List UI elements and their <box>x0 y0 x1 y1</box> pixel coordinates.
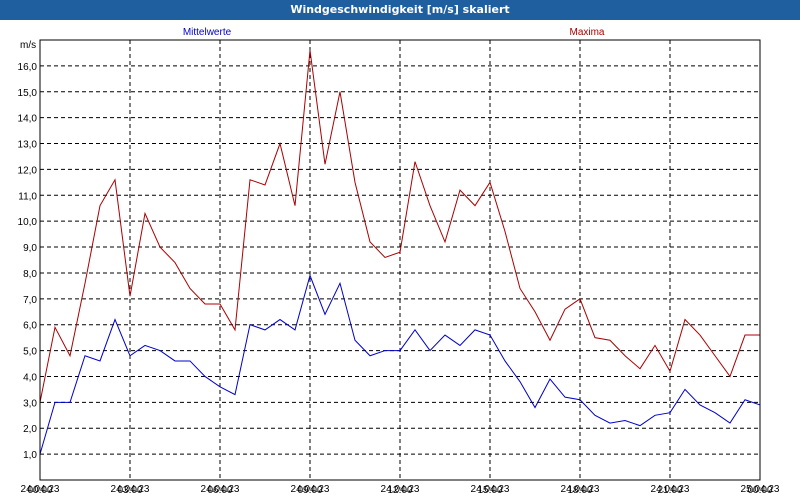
grid-layer <box>40 40 760 480</box>
x-tick-time: 03:00 <box>117 485 142 496</box>
x-tick-time: 00:00 <box>27 485 52 496</box>
y-tick-label: 15,0 <box>18 88 38 99</box>
chart-title: Windgeschwindigkeit [m/s] skaliert <box>0 0 800 20</box>
series-layer <box>39 50 761 455</box>
x-tick-date: 24.04.23 <box>471 484 510 495</box>
wind-speed-chart: Mittelwerte Maxima m/s 1,0 2,0 3,0 4,0 5,0 6,… <box>18 27 780 496</box>
x-tick-date: 24.04.23 <box>111 484 150 495</box>
series-line-maxima <box>39 50 760 403</box>
y-tick-label: 1,0 <box>23 450 37 461</box>
series-line-mittelwerte <box>39 273 761 455</box>
x-tick-date: 24.04.23 <box>561 484 600 495</box>
y-tick-label: 2,0 <box>23 424 37 435</box>
y-axis-unit: m/s <box>20 40 36 51</box>
y-tick-label: 16,0 <box>18 62 38 73</box>
x-tick-date: 25.04.23 <box>741 484 780 495</box>
y-tick-label: 5,0 <box>23 347 37 358</box>
y-tick-label: 9,0 <box>23 243 37 254</box>
x-tick-time: 21:00 <box>657 485 682 496</box>
x-tick-time: 18:00 <box>567 485 592 496</box>
y-tick-label: 10,0 <box>18 217 38 228</box>
x-tick-time: 09:00 <box>297 485 322 496</box>
y-tick-label: 14,0 <box>18 114 38 125</box>
x-tick-time: 15:00 <box>477 485 502 496</box>
axis-labels-layer: 1,0 2,0 3,0 4,0 5,0 6,0 7,0 8,0 9,0 10,0 11,0 12,0 1… <box>18 62 780 496</box>
x-tick-date: 24.04.23 <box>651 484 690 495</box>
series-label-maxima: Maxima <box>569 27 604 38</box>
x-tick-date: 24.04.23 <box>291 484 330 495</box>
x-tick-time: 00:00 <box>747 485 772 496</box>
y-tick-label: 8,0 <box>23 269 37 280</box>
y-tick-label: 3,0 <box>23 398 37 409</box>
x-tick-date: 24.04.23 <box>381 484 420 495</box>
y-tick-label: 13,0 <box>18 140 38 151</box>
x-tick-time: 12:00 <box>387 485 412 496</box>
y-tick-label: 7,0 <box>23 295 37 306</box>
x-tick-date: 24.04.23 <box>21 484 60 495</box>
x-tick-date: 24.04.23 <box>201 484 240 495</box>
plot-frame <box>39 39 761 481</box>
x-tick-time: 06:00 <box>207 485 232 496</box>
y-tick-label: 6,0 <box>23 321 37 332</box>
y-tick-label: 12,0 <box>18 165 38 176</box>
y-tick-label: 11,0 <box>18 191 37 202</box>
series-label-mittelwerte: Mittelwerte <box>183 27 232 38</box>
y-tick-label: 4,0 <box>23 372 37 383</box>
